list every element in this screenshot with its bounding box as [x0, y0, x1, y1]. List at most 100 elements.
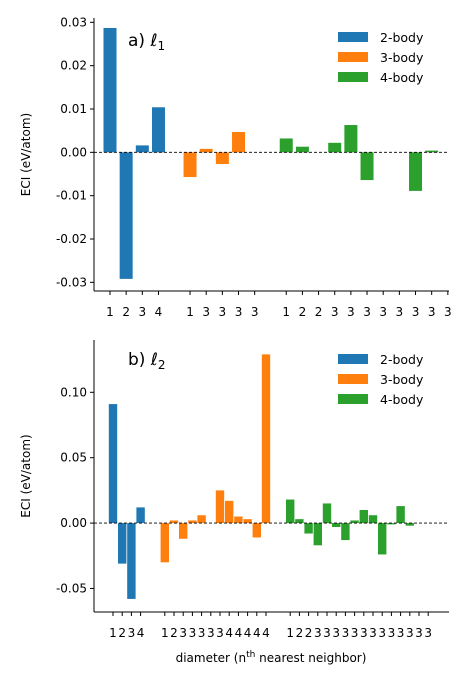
- x-tick-label: 4: [137, 626, 145, 640]
- bar-4-body: [341, 523, 350, 541]
- legend-label: 3-body: [380, 372, 424, 387]
- panel-b-y-ticks: -0.05 0.00 0.05 0.10: [56, 385, 94, 595]
- bar-3-body: [215, 490, 225, 524]
- legend-swatch: [338, 354, 368, 364]
- x-tick-label: 3: [189, 626, 197, 640]
- panel-a-y-ticks: -0.03 -0.02 -0.01 0.00 0.01 0.02 0.03: [56, 15, 94, 289]
- y-tick-label: -0.05: [56, 581, 87, 595]
- x-tick-label: 3: [251, 305, 259, 319]
- x-tick-label: 1: [282, 305, 290, 319]
- bar-4-body: [405, 523, 414, 526]
- legend-swatch: [338, 394, 368, 404]
- x-tick-label: 3: [202, 305, 210, 319]
- bar-3-body: [252, 523, 261, 538]
- bar-2-body: [103, 27, 117, 153]
- bar-4-body: [396, 506, 405, 524]
- x-tick-label: 3: [179, 626, 187, 640]
- legend-label: 4-body: [380, 392, 424, 407]
- x-tick-label: 3: [388, 626, 396, 640]
- bar-4-body: [295, 519, 304, 524]
- x-tick-label: 3: [379, 305, 387, 319]
- bar-2-body: [135, 145, 149, 153]
- legend-swatch: [338, 52, 368, 62]
- legend-swatch: [338, 72, 368, 82]
- bar-3-body: [199, 148, 213, 153]
- panel-b-x-axis-label: diameter (nth nearest neighbor): [176, 650, 367, 665]
- legend-label: 4-body: [380, 70, 424, 85]
- x-tick-label: 3: [351, 626, 359, 640]
- x-tick-label: 3: [331, 305, 339, 319]
- y-tick-label: 0.03: [60, 15, 87, 29]
- y-tick-label: 0.00: [60, 145, 87, 159]
- bar-3-body: [261, 354, 271, 524]
- x-tick-label: 3: [138, 305, 146, 319]
- bar-3-body: [215, 152, 229, 165]
- bar-2-body: [108, 404, 118, 524]
- x-axis-label-suffix: nearest neighbor): [255, 651, 366, 665]
- panel-a-y-axis-label: ECI (eV/atom): [19, 113, 33, 196]
- y-tick-label: -0.03: [56, 275, 87, 289]
- x-tick-label: 3: [219, 305, 227, 319]
- bar-3-body: [160, 523, 169, 563]
- x-tick-label: 3: [332, 626, 340, 640]
- bar-4-body: [359, 510, 368, 524]
- x-tick-label: 4: [225, 626, 233, 640]
- y-tick-label: 0.02: [60, 59, 87, 73]
- bar-4-body: [344, 125, 358, 153]
- bar-3-body: [188, 520, 197, 524]
- x-tick-label: 3: [412, 305, 420, 319]
- x-tick-label: 2: [315, 305, 323, 319]
- x-tick-label: 3: [216, 626, 224, 640]
- bar-4-body: [387, 523, 396, 525]
- bar-2-body: [136, 507, 145, 524]
- y-tick-label: 0.00: [60, 516, 87, 530]
- panel-b-legend: 2-body 3-body 4-body: [338, 352, 424, 407]
- panel-b-title: b) ℓ2: [128, 350, 166, 372]
- x-tick-label: 3: [424, 626, 432, 640]
- x-tick-label: 2: [122, 305, 130, 319]
- x-tick-label: 1: [109, 626, 117, 640]
- legend-label: 2-body: [380, 30, 424, 45]
- bar-2-body: [151, 107, 165, 153]
- bar-3-body: [232, 131, 246, 153]
- panel-b-y-axis-label: ECI (eV/atom): [19, 434, 33, 517]
- bar-4-body: [368, 515, 378, 524]
- panel-b-bars: [108, 354, 414, 599]
- bar-3-body: [243, 519, 252, 524]
- x-tick-label: 3: [342, 626, 350, 640]
- panel-a-title: a) ℓ1: [128, 31, 165, 53]
- y-tick-label: -0.01: [56, 189, 87, 203]
- x-tick-label: 2: [299, 305, 307, 319]
- x-tick-label: 3: [415, 626, 423, 640]
- bar-4-body: [378, 523, 387, 555]
- bar-4-body: [322, 503, 332, 524]
- x-axis-label-superscript: th: [246, 650, 255, 660]
- x-tick-label: 3: [397, 626, 405, 640]
- x-tick-label: 3: [198, 626, 206, 640]
- x-tick-label: 3: [207, 626, 215, 640]
- x-tick-label: 1: [106, 305, 114, 319]
- x-tick-label: 3: [360, 626, 368, 640]
- x-tick-label: 3: [128, 626, 136, 640]
- legend-swatch: [338, 32, 368, 42]
- x-tick-label: 3: [378, 626, 386, 640]
- bar-3-body: [169, 520, 179, 524]
- x-tick-label: 1: [286, 626, 294, 640]
- x-tick-label: 4: [262, 626, 270, 640]
- panel-a-legend: 2-body 3-body 4-body: [338, 30, 424, 85]
- panel-a-title-subscript: 1: [157, 39, 165, 53]
- bar-4-body: [286, 499, 295, 524]
- y-tick-label: 0.10: [60, 385, 87, 399]
- panel-b-title-main: b) ℓ: [128, 350, 158, 370]
- x-tick-label: 2: [296, 626, 304, 640]
- panel-a-bars: [103, 27, 439, 279]
- x-tick-label: 3: [314, 626, 322, 640]
- legend-label: 2-body: [380, 352, 424, 367]
- x-tick-label: 3: [363, 305, 371, 319]
- bar-4-body: [350, 520, 359, 524]
- bar-4-body: [304, 523, 313, 534]
